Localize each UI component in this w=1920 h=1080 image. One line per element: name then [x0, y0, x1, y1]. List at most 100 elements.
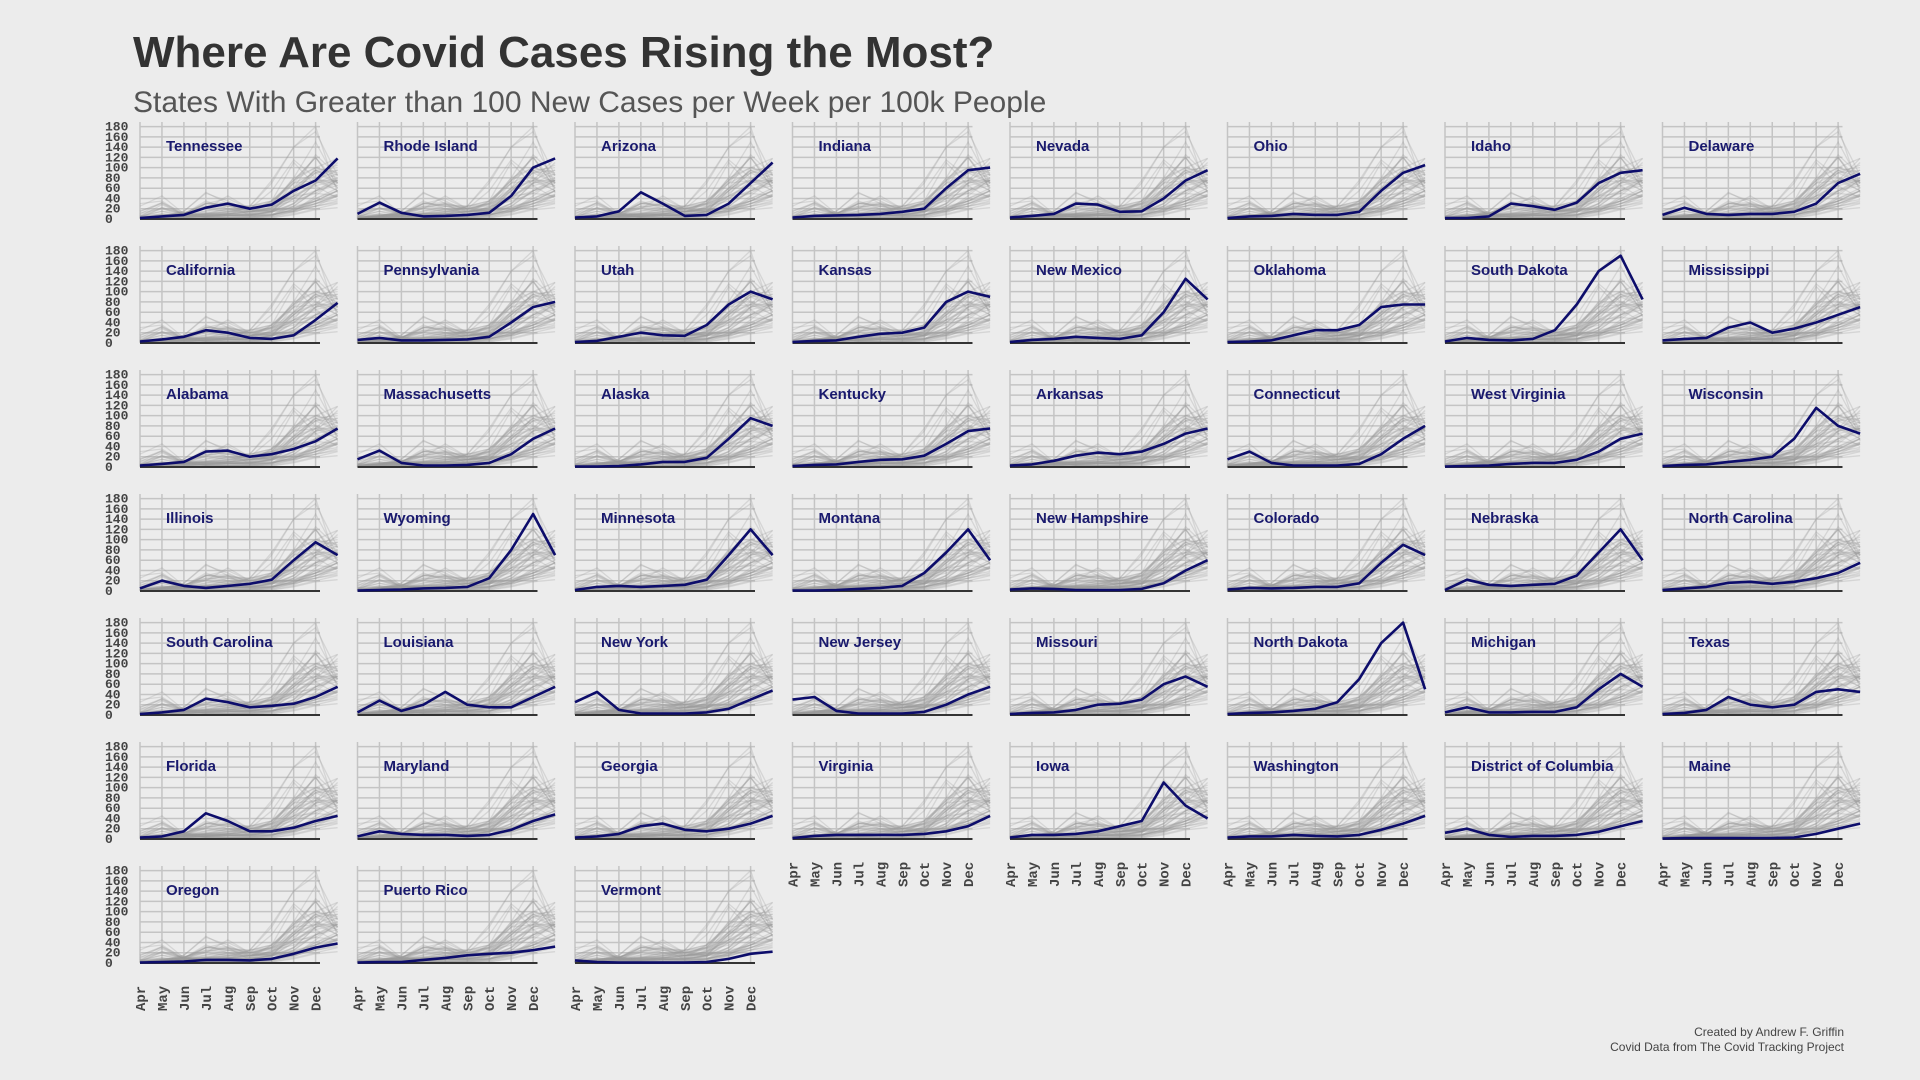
context-line [792, 665, 991, 715]
context-line [357, 182, 556, 218]
panel-arkansas: Arkansas [1009, 370, 1209, 468]
state-label: Alabama [166, 386, 229, 403]
context-line [1227, 280, 1426, 343]
context-line [1662, 441, 1861, 467]
context-line [357, 934, 556, 963]
context-line [357, 776, 556, 839]
context-line [1662, 696, 1861, 714]
x-tick-label: Nov [288, 985, 304, 1011]
context-line [139, 669, 338, 712]
context-line [1227, 162, 1426, 219]
context-line [357, 190, 556, 219]
y-tick-label: 120 [105, 522, 129, 537]
context-line [1227, 280, 1426, 343]
context-line [139, 675, 338, 715]
context-line [357, 280, 556, 343]
context-line [357, 405, 556, 467]
context-line [1009, 441, 1208, 467]
context-line [1662, 177, 1861, 219]
x-tick-label: Nov [940, 861, 956, 887]
context-line [1444, 414, 1643, 467]
context-line [574, 544, 773, 591]
context-line [1444, 810, 1643, 839]
context-line [357, 799, 556, 839]
context-line [1444, 182, 1643, 218]
context-line [357, 657, 556, 715]
context-line [792, 686, 991, 713]
panel-washington: Washington Apr May Jun Jul Aug Sep Oct Nov Dec [1222, 742, 1426, 887]
context-line [139, 923, 338, 963]
series-line [574, 689, 774, 715]
context-line [357, 923, 556, 963]
context-line [1227, 562, 1426, 591]
context-line [1662, 781, 1861, 839]
context-line [1227, 813, 1426, 839]
context-line [139, 551, 338, 591]
context-line [357, 654, 556, 715]
context-line [1662, 570, 1861, 592]
context-line [574, 562, 773, 591]
x-tick-label: Apr [1222, 862, 1238, 887]
context-line [139, 564, 338, 591]
context-line [357, 373, 556, 467]
context-line [139, 264, 339, 344]
context-line [792, 669, 991, 712]
context-line [792, 551, 991, 591]
context-line [357, 665, 556, 715]
context-line [1009, 173, 1208, 216]
context-line [1227, 293, 1426, 343]
context-line [357, 936, 556, 963]
context-line [139, 530, 338, 591]
context-line [139, 675, 338, 715]
context-line [1009, 799, 1208, 839]
x-tick-label: Apr [352, 986, 368, 1011]
context-line [1444, 529, 1644, 591]
context-line [1009, 438, 1208, 465]
context-line [792, 303, 991, 343]
x-tick-label: Sep [461, 986, 477, 1011]
context-line [792, 675, 991, 715]
context-line [792, 184, 991, 220]
context-line [139, 934, 338, 963]
context-line [574, 910, 773, 963]
context-line [1662, 512, 1861, 592]
context-line [1662, 303, 1861, 343]
context-line [574, 674, 773, 715]
context-line [357, 192, 556, 219]
context-line [574, 378, 774, 467]
panel-wisconsin: Wisconsin [1661, 370, 1861, 468]
context-line [792, 621, 991, 715]
context-line [1009, 820, 1208, 838]
context-line [792, 675, 991, 715]
context-line [1009, 425, 1208, 467]
context-line [1009, 689, 1208, 714]
context-line [1662, 810, 1861, 839]
context-line [1009, 301, 1208, 343]
context-line [139, 910, 338, 963]
context-line [574, 675, 773, 715]
context-line [357, 293, 556, 343]
x-tick-label: Apr [1657, 862, 1673, 887]
state-label: Nevada [1036, 138, 1090, 155]
state-label: California [166, 262, 236, 279]
context-line [357, 799, 556, 839]
y-tick-label: 120 [105, 398, 129, 413]
state-label: Connecticut [1254, 386, 1341, 403]
context-line [1444, 178, 1643, 219]
context-line [1662, 653, 1861, 714]
context-line [1227, 551, 1426, 591]
context-line [139, 512, 339, 592]
context-line [792, 652, 991, 715]
context-line [1444, 414, 1643, 467]
state-label: Indiana [819, 138, 872, 155]
context-line [139, 937, 338, 963]
context-line [1662, 280, 1861, 343]
context-line [357, 802, 556, 838]
context-line [1227, 430, 1426, 466]
context-line [139, 680, 338, 716]
series-line [1227, 814, 1426, 839]
state-label: Maryland [384, 758, 450, 775]
context-line [1662, 689, 1861, 715]
context-line [792, 317, 991, 343]
series-line [1444, 672, 1644, 714]
